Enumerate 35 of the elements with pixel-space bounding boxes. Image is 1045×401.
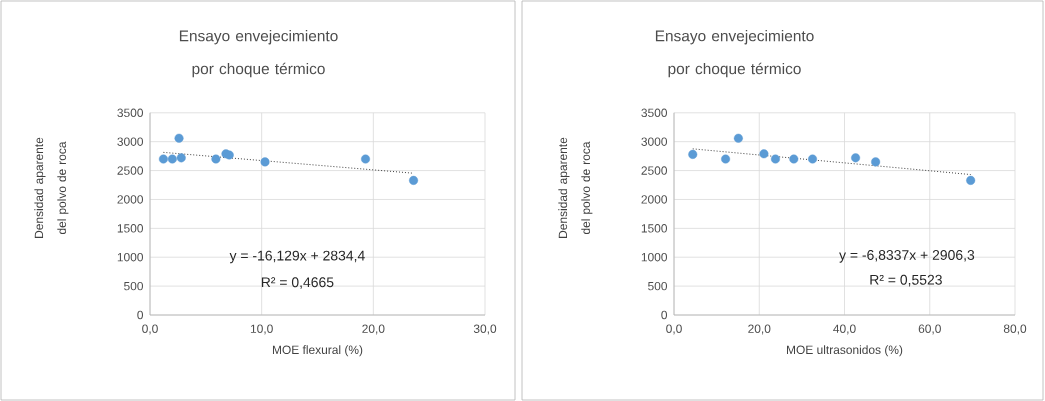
annotation: R² = 0,4665 (261, 277, 334, 289)
y-axis-title: Densidad aparente del polvo de roca (558, 137, 593, 238)
y-tick-label: 3500 (641, 108, 668, 118)
x-axis-title: MOE flexural (%) (272, 345, 363, 357)
y-tick-label: 3000 (117, 137, 144, 146)
y-tick-label: 1000 (641, 253, 668, 262)
x-tick-label: 0,0 (666, 324, 682, 335)
y-tick-label: 0 (137, 310, 144, 320)
y-tick-label: 2500 (117, 166, 144, 175)
x-tick-label: 20,0 (362, 324, 385, 335)
x-tick-label: 80,0 (1003, 324, 1027, 335)
y-tick-label: 1000 (117, 253, 144, 262)
chart-title: Ensayo envejecimiento por choque térmico (655, 30, 814, 78)
y-tick-label: 1500 (641, 224, 668, 233)
annotation: y = -16,129x + 2834,4 (229, 250, 365, 264)
y-tick-label: 2500 (641, 166, 668, 175)
x-axis-title: MOE ultrasonidos (%) (787, 345, 903, 357)
x-tick-label: 20,0 (748, 324, 771, 335)
chart-title: Ensayo envejecimiento por choque térmico (179, 30, 338, 78)
x-tick-label: 10,0 (250, 324, 273, 335)
y-tick-label: 2000 (641, 195, 668, 204)
y-axis-title: Densidad aparente del polvo de roca (34, 137, 69, 238)
annotation: y = -6,8337x + 2906,3 (839, 250, 975, 263)
x-tick-label: 30,0 (473, 324, 497, 335)
y-tick-label: 500 (124, 281, 144, 291)
y-tick-label: 3000 (641, 137, 668, 146)
y-tick-label: 3500 (117, 108, 144, 118)
y-tick-label: 0 (661, 310, 668, 320)
y-tick-label: 500 (648, 281, 668, 291)
annotation: R² = 0,5523 (870, 274, 942, 287)
x-tick-label: 0,0 (142, 324, 158, 335)
y-tick-label: 2000 (117, 195, 144, 204)
y-tick-label: 1500 (117, 224, 144, 233)
x-tick-label: 40,0 (833, 324, 856, 335)
x-tick-label: 60,0 (918, 324, 941, 335)
